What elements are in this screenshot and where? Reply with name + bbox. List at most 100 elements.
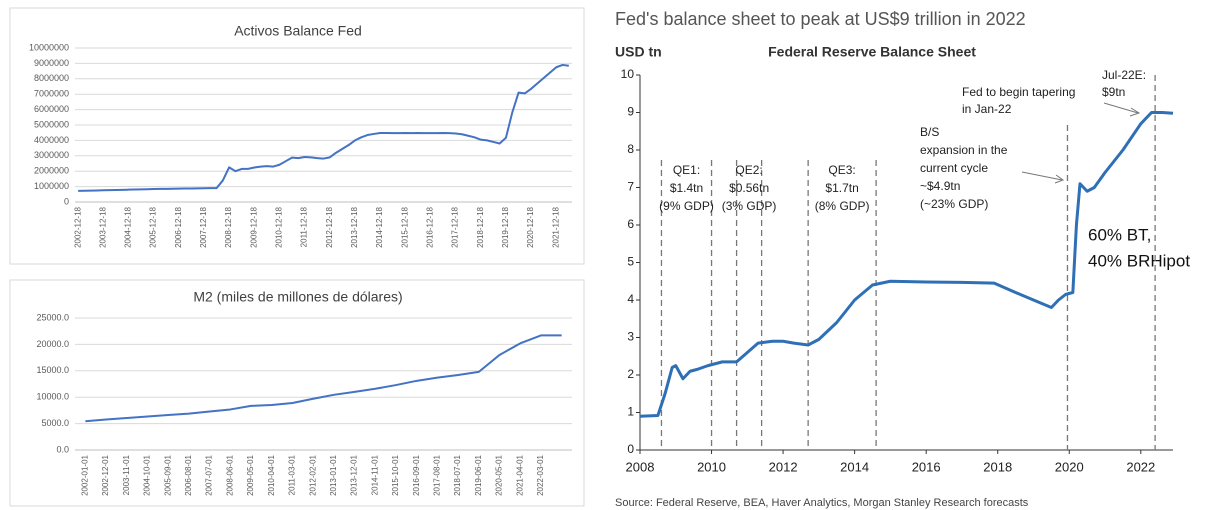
- period-label: (8% GDP): [815, 199, 870, 213]
- x-tick-label: 2012: [769, 459, 798, 474]
- annotation: ~$4.9tn: [920, 179, 960, 193]
- x-tick-label: 2010-12-18: [275, 206, 284, 247]
- arrow-head: [1054, 174, 1065, 184]
- period-label: QE3:: [828, 163, 855, 177]
- y-tick-label: 6: [627, 217, 634, 231]
- y-tick-label: 1000000: [34, 181, 69, 191]
- x-tick-label: 2007-12-18: [199, 206, 208, 247]
- y-tick-label: 4000000: [34, 135, 69, 145]
- y-tick-label: 6000000: [34, 104, 69, 114]
- x-tick-label: 2013-01-01: [329, 454, 338, 495]
- y-tick-label: 5000.0: [41, 418, 69, 428]
- x-tick-label: 2018: [983, 459, 1012, 474]
- period-label: $1.4tn: [670, 181, 703, 195]
- chart-title: Activos Balance Fed: [234, 23, 362, 39]
- x-tick-label: 2011-03-01: [288, 454, 297, 495]
- x-tick-label: 2002-12-18: [73, 206, 82, 247]
- data-line: [639, 111, 1174, 418]
- period-label: (3% GDP): [722, 199, 777, 213]
- x-tick-label: 2014-12-18: [375, 206, 384, 247]
- data-line: [78, 63, 569, 192]
- y-tick-label: 7: [627, 180, 634, 194]
- note: 40% BRHipot: [1088, 251, 1190, 270]
- x-tick-label: 2017-08-01: [433, 454, 442, 495]
- x-tick-label: 2016-12-18: [426, 206, 435, 247]
- y-tick-label: 20000.0: [36, 339, 69, 349]
- y-tick-label: 5: [627, 255, 634, 269]
- x-tick-label: 2002-01-01: [80, 454, 89, 495]
- x-tick-label: 2022: [1126, 459, 1155, 474]
- chart-subtitle: Federal Reserve Balance Sheet: [768, 44, 976, 60]
- y-tick-label: 1: [627, 405, 634, 419]
- x-tick-label: 2013-12-18: [350, 206, 359, 247]
- x-tick-label: 2012-12-18: [325, 206, 334, 247]
- y-tick-label: 3: [627, 330, 634, 344]
- x-tick-label: 2018-07-01: [453, 454, 462, 495]
- x-tick-label: 2002-12-01: [101, 454, 110, 495]
- x-tick-label: 2012-02-01: [308, 454, 317, 495]
- x-tick-label: 2018-12-18: [476, 206, 485, 247]
- period-label: (9% GDP): [659, 199, 714, 213]
- y-axis-label: USD tn: [615, 44, 662, 60]
- x-tick-label: 2017-12-18: [451, 206, 460, 247]
- x-tick-label: 2020-12-18: [526, 206, 535, 247]
- y-tick-label: 8000000: [34, 73, 69, 83]
- y-tick-label: 2000000: [34, 166, 69, 176]
- period-label: $1.7tn: [825, 181, 858, 195]
- data-line: [85, 334, 562, 423]
- x-tick-label: 2004-12-18: [124, 206, 133, 247]
- note: 60% BT,: [1088, 225, 1151, 244]
- annotation: expansion in the: [920, 143, 1008, 157]
- source: Source: Federal Reserve, BEA, Haver Anal…: [615, 497, 1029, 509]
- x-tick-label: 2016-09-01: [412, 454, 421, 495]
- annotation: (~23% GDP): [920, 197, 988, 211]
- y-tick-label: 2: [627, 367, 634, 381]
- chart-title: M2 (miles de millones de dólares): [193, 289, 402, 305]
- x-tick-label: 2022-03-01: [536, 454, 545, 495]
- x-tick-label: 2009-05-01: [246, 454, 255, 495]
- annotation: Jul-22E:: [1102, 68, 1146, 82]
- y-tick-label: 7000000: [34, 89, 69, 99]
- x-tick-label: 2020-05-01: [495, 454, 504, 495]
- y-tick-label: 0: [627, 442, 634, 456]
- x-tick-label: 2006-12-18: [174, 206, 183, 247]
- x-tick-label: 2007-07-01: [205, 454, 214, 495]
- y-tick-label: 10000.0: [36, 392, 69, 402]
- x-tick-label: 2014: [840, 459, 869, 474]
- arrow: [1021, 171, 1063, 181]
- y-tick-label: 10: [621, 67, 635, 81]
- x-tick-label: 2008: [626, 459, 655, 474]
- y-tick-label: 3000000: [34, 150, 69, 160]
- chart-title: Fed's balance sheet to peak at US$9 tril…: [615, 9, 1026, 29]
- period-label: $0.56tn: [729, 181, 769, 195]
- annotation: B/S: [920, 125, 939, 139]
- x-tick-label: 2003-11-01: [122, 454, 131, 495]
- x-tick-label: 2020: [1055, 459, 1084, 474]
- x-tick-label: 2004-10-01: [143, 454, 152, 495]
- annotation: Fed to begin tapering: [962, 85, 1075, 99]
- y-tick-label: 5000000: [34, 119, 69, 129]
- x-tick-label: 2009-12-18: [249, 206, 258, 247]
- annotation: current cycle: [920, 161, 988, 175]
- x-tick-label: 2010-04-01: [267, 454, 276, 495]
- x-tick-label: 2008-12-18: [224, 206, 233, 247]
- period-label: QE2:: [735, 163, 762, 177]
- y-tick-label: 0.0: [56, 444, 69, 454]
- arrow: [1103, 102, 1139, 114]
- x-tick-label: 2019-12-18: [501, 206, 510, 247]
- x-tick-label: 2003-12-18: [98, 206, 107, 247]
- y-tick-label: 15000.0: [36, 365, 69, 375]
- x-tick-label: 2005-09-01: [163, 454, 172, 495]
- x-tick-label: 2013-12-01: [350, 454, 359, 495]
- x-tick-label: 2019-06-01: [474, 454, 483, 495]
- chart-frame: [9, 7, 585, 265]
- y-tick-label: 0: [64, 196, 69, 206]
- annotation: in Jan-22: [962, 102, 1012, 116]
- period-label: QE1:: [673, 163, 700, 177]
- y-tick-label: 8: [627, 142, 634, 156]
- y-tick-label: 4: [627, 292, 634, 306]
- y-tick-label: 25000.0: [36, 312, 69, 322]
- x-tick-label: 2014-11-01: [370, 454, 379, 495]
- x-tick-label: 2015-12-18: [400, 206, 409, 247]
- x-tick-label: 2021-12-18: [551, 206, 560, 247]
